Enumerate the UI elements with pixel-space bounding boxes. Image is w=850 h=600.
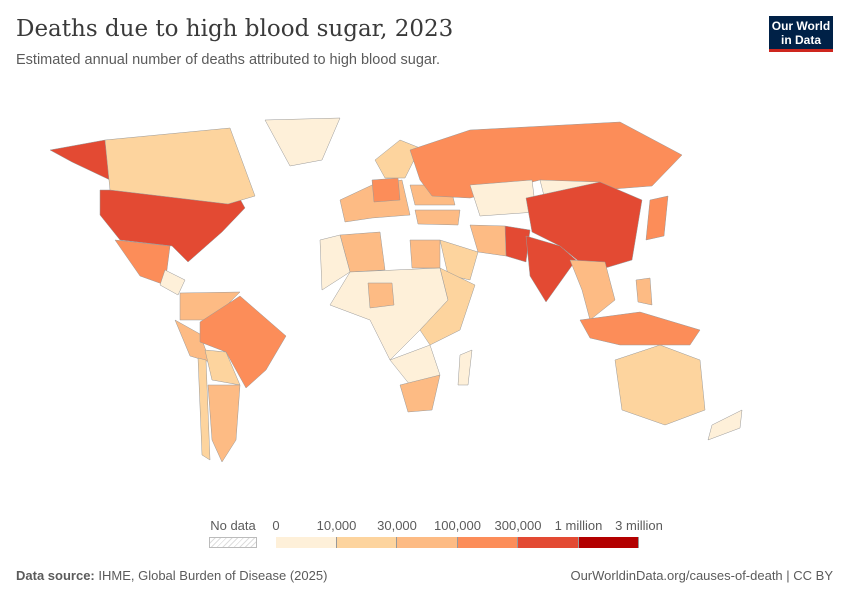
- chart-subtitle: Estimated annual number of deaths attrib…: [16, 52, 441, 68]
- country-chile[interactable]: Chile: [197, 357, 211, 461]
- country-indonesia[interactable]: Indonesia: [579, 311, 701, 346]
- country-nigeria[interactable]: Nigeria: [367, 282, 395, 309]
- country-philippines[interactable]: Philippines: [635, 277, 653, 306]
- legend-swatch[interactable]: [336, 537, 397, 548]
- country-madagascar[interactable]: Madagascar: [457, 349, 473, 386]
- country-canada[interactable]: Canada: [104, 127, 256, 205]
- country-southeast-asia[interactable]: Southeast Asia: [569, 259, 616, 321]
- country-scandinavia[interactable]: Scandinavia: [374, 139, 421, 179]
- footer-link[interactable]: OurWorldinData.org/causes-of-death | CC …: [570, 568, 833, 583]
- legend-no-data-swatch[interactable]: [209, 537, 257, 548]
- country-new-zealand[interactable]: New Zealand: [707, 409, 743, 441]
- country-alaska-us-[interactable]: Alaska (US): [49, 139, 111, 181]
- country-greenland[interactable]: Greenland: [264, 117, 341, 167]
- country-south-africa[interactable]: South Africa: [399, 374, 441, 413]
- legend-tick-label: 3 million: [615, 518, 663, 533]
- country-mexico[interactable]: Mexico: [114, 239, 171, 286]
- legend-tick-label: 0: [272, 518, 280, 533]
- country-egypt[interactable]: Egypt: [409, 239, 441, 269]
- country-germany[interactable]: Germany: [371, 177, 401, 203]
- legend-swatch[interactable]: [518, 537, 579, 548]
- country-turkey[interactable]: Turkey: [414, 209, 461, 226]
- chart-title: Deaths due to high blood sugar, 2023: [16, 16, 454, 42]
- legend-tick-label: 30,000: [377, 518, 417, 533]
- data-source: Data source: IHME, Global Burden of Dise…: [16, 568, 327, 583]
- country-australia[interactable]: Australia: [614, 344, 706, 426]
- legend-no-data-label: No data: [210, 518, 256, 533]
- country-brazil[interactable]: Brazil: [199, 295, 287, 389]
- legend-swatch[interactable]: [397, 537, 458, 548]
- legend-tick-label: 300,000: [494, 518, 542, 533]
- legend-tick-label: 100,000: [434, 518, 481, 533]
- legend-swatch[interactable]: [276, 537, 337, 548]
- country-pakistan[interactable]: Pakistan: [504, 225, 531, 263]
- owid-logo[interactable]: Our World in Data: [769, 16, 833, 52]
- country-saudi-arabia[interactable]: Saudi Arabia: [439, 239, 479, 281]
- source-text: IHME, Global Burden of Disease (2025): [98, 568, 328, 583]
- country-central-america[interactable]: Central America: [159, 269, 186, 296]
- logo-text: Our World in Data: [771, 19, 831, 47]
- country-japan[interactable]: Japan: [645, 195, 669, 241]
- world-map: United StatesAlaska (US)CanadaGreenlandM…: [49, 117, 743, 463]
- source-label: Data source:: [16, 568, 95, 583]
- country-china[interactable]: China: [525, 181, 643, 273]
- legend: No data 0 10,000 30,000 100,000 300,000 1 mil…: [0, 518, 850, 558]
- country-india[interactable]: India: [525, 235, 577, 303]
- country-iran[interactable]: Iran: [469, 224, 507, 257]
- legend-swatch[interactable]: [457, 537, 518, 548]
- country-argentina[interactable]: Argentina: [207, 384, 241, 463]
- legend-swatch[interactable]: [578, 537, 639, 548]
- legend-tick-label: 1 million: [554, 518, 603, 533]
- legend-tick-label: 10,000: [316, 518, 357, 533]
